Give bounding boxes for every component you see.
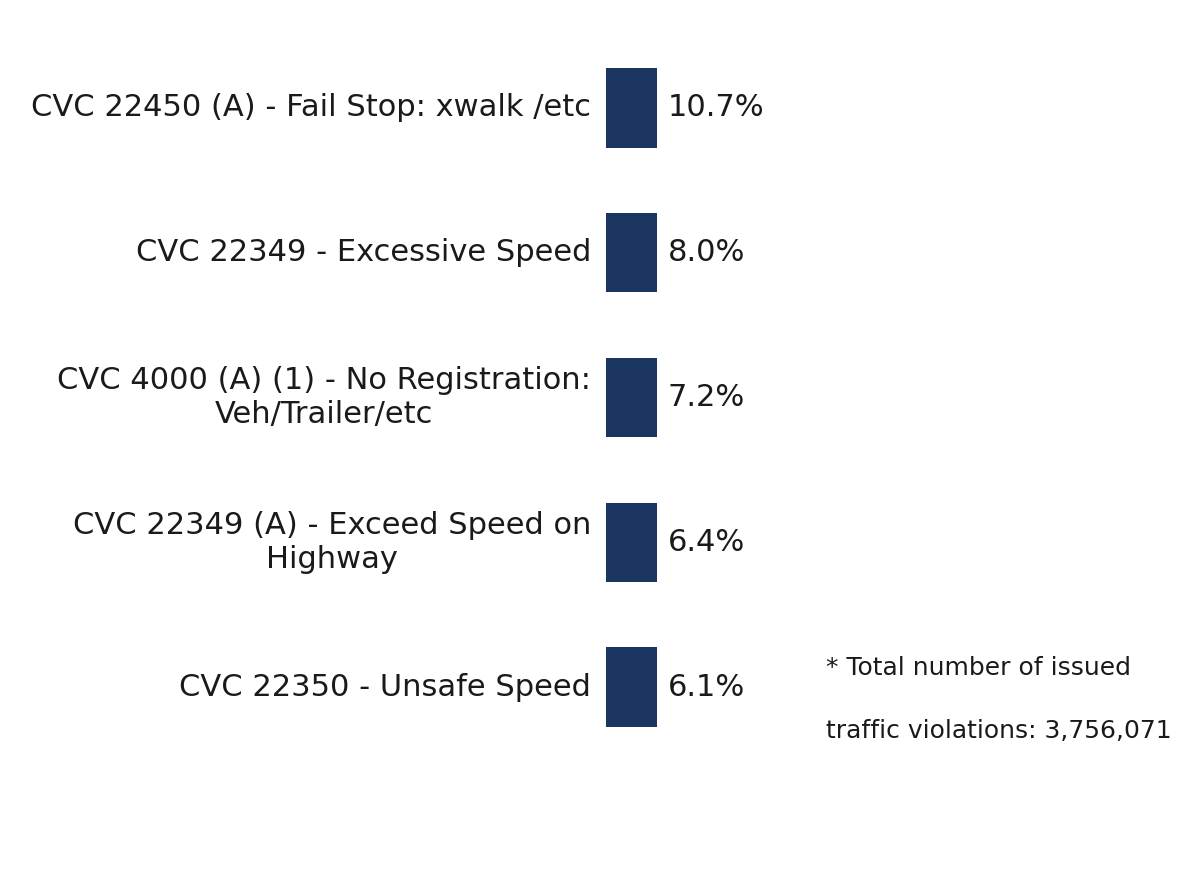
Text: CVC 4000 (A) (1) - No Registration:
Veh/Trailer/etc: CVC 4000 (A) (1) - No Registration: Veh/… xyxy=(58,366,590,429)
Text: CVC 22349 (A) - Exceed Speed on
Highway: CVC 22349 (A) - Exceed Speed on Highway xyxy=(72,512,590,573)
Text: 10.7%: 10.7% xyxy=(668,93,764,123)
Bar xyxy=(606,213,656,293)
Text: 6.4%: 6.4% xyxy=(668,528,745,557)
Text: traffic violations: 3,756,071: traffic violations: 3,756,071 xyxy=(826,719,1171,744)
Text: 7.2%: 7.2% xyxy=(668,383,745,412)
Text: CVC 22350 - Unsafe Speed: CVC 22350 - Unsafe Speed xyxy=(179,673,590,702)
Text: CVC 22349 - Excessive Speed: CVC 22349 - Excessive Speed xyxy=(136,238,590,267)
Text: 6.1%: 6.1% xyxy=(668,673,745,702)
Bar xyxy=(606,503,656,582)
Text: * Total number of issued: * Total number of issued xyxy=(826,656,1130,680)
Bar xyxy=(606,647,656,727)
Bar xyxy=(606,68,656,147)
Text: 8.0%: 8.0% xyxy=(668,238,745,267)
Text: CVC 22450 (A) - Fail Stop: xwalk /etc: CVC 22450 (A) - Fail Stop: xwalk /etc xyxy=(31,93,590,123)
Bar xyxy=(606,358,656,437)
